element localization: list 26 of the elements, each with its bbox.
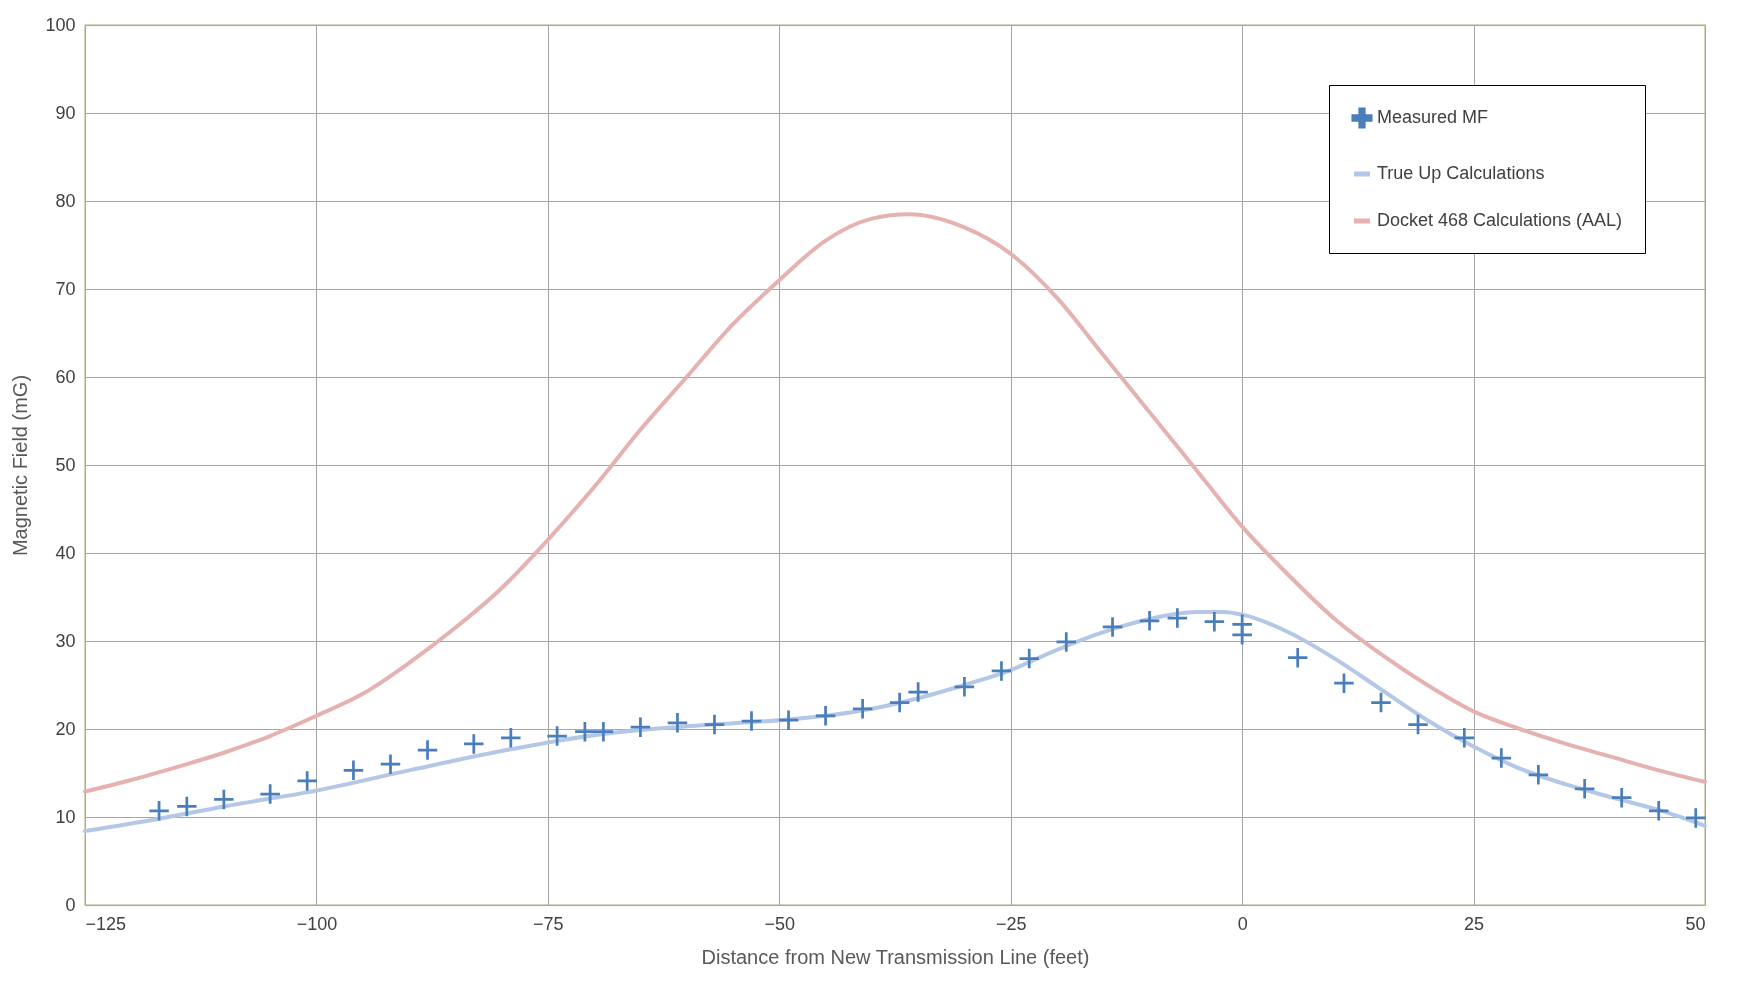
y-tick-label: 80 <box>55 190 76 211</box>
line-series <box>83 212 1707 794</box>
x-tick-label: 25 <box>1464 913 1485 934</box>
y-tick-label: 100 <box>45 14 76 35</box>
y-tick-label: 50 <box>55 454 76 475</box>
legend-label: Docket 468 Calculations (AAL) <box>1377 210 1623 230</box>
y-tick-label: 40 <box>55 542 76 563</box>
x-tick-label: 50 <box>1685 913 1706 934</box>
y-tick-label: 60 <box>55 366 76 387</box>
y-tick-label: 10 <box>55 806 76 827</box>
x-tick-label: −25 <box>995 913 1027 934</box>
x-tick-label: −100 <box>296 913 338 934</box>
x-tick-label: 0 <box>1237 913 1248 934</box>
x-tick-label: −50 <box>764 913 796 934</box>
line-series <box>83 609 1707 834</box>
y-tick-label: 90 <box>55 102 76 123</box>
y-tick-label: 30 <box>55 630 76 651</box>
x-axis-title: Distance from New Transmission Line (feet) <box>701 945 1090 968</box>
x-tick-label: −75 <box>533 913 564 934</box>
legend-label: True Up Calculations <box>1377 163 1545 183</box>
y-tick-label: 0 <box>65 894 76 915</box>
y-tick-label: 70 <box>55 278 76 299</box>
y-tick-label: 20 <box>55 718 76 739</box>
x-tick-label: −125 <box>85 913 127 934</box>
legend-label: Measured MF <box>1377 107 1489 127</box>
y-axis-title: Magnetic Field (mG) <box>9 374 32 557</box>
